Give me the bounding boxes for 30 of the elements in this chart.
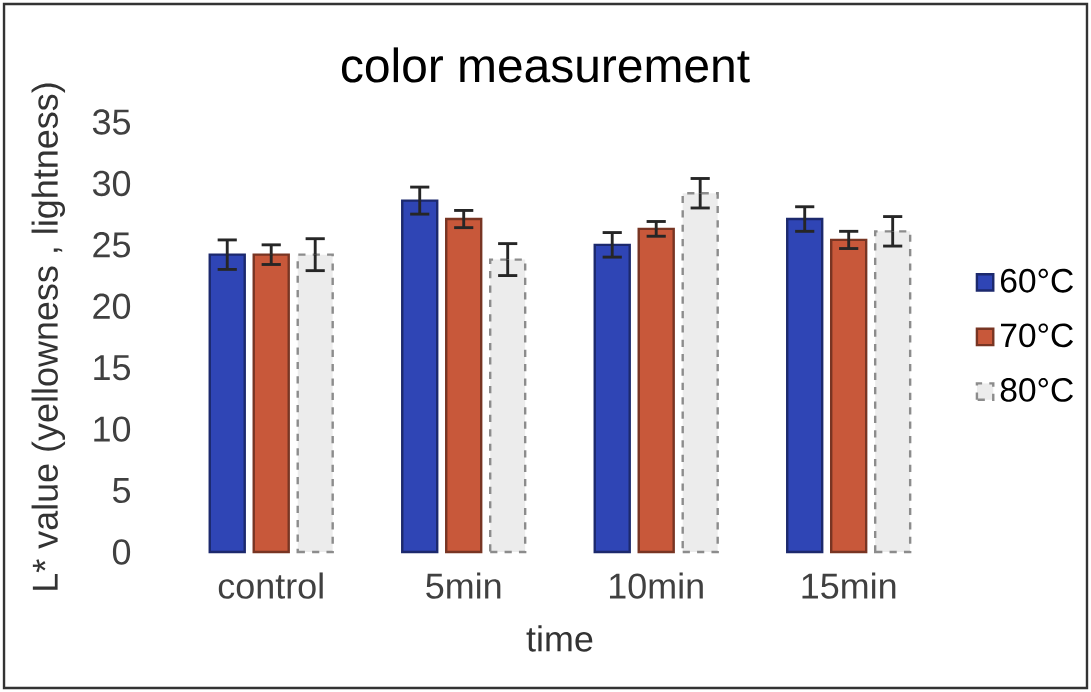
chart-title: color measurement [341,47,750,83]
y-tick-label: 20 [93,293,131,319]
y-tick-label: 15 [94,355,131,381]
x-tick-label: control [218,572,323,599]
bar [489,258,527,554]
bar [873,230,912,554]
y-tick-label: 35 [92,109,131,135]
bar [252,253,290,554]
y-tick-label: 0 [112,539,131,565]
x-tick-label: 5min [426,572,501,599]
y-tick-label: 25 [93,232,131,258]
x-tick-label: 10min [609,572,703,599]
bar [401,199,439,554]
bar [445,217,483,554]
y-tick-label: 30 [92,170,131,197]
x-axis-title: time [526,625,593,652]
legend-label: 70°C [1001,323,1073,348]
y-tick-label: 5 [112,478,131,504]
legend-label: 80°C [1000,378,1073,402]
bar [830,238,868,554]
bar [296,253,334,554]
legend-label: 60°C [1000,268,1073,293]
x-tick-label: 15min [802,572,896,599]
y-axis-title: L* value (yellowness , lightness) [31,83,66,590]
bar [208,253,246,554]
y-tick-label: 10 [94,416,131,442]
bar [593,243,631,554]
bar [637,227,675,554]
bar [681,192,719,554]
bar [786,217,824,554]
